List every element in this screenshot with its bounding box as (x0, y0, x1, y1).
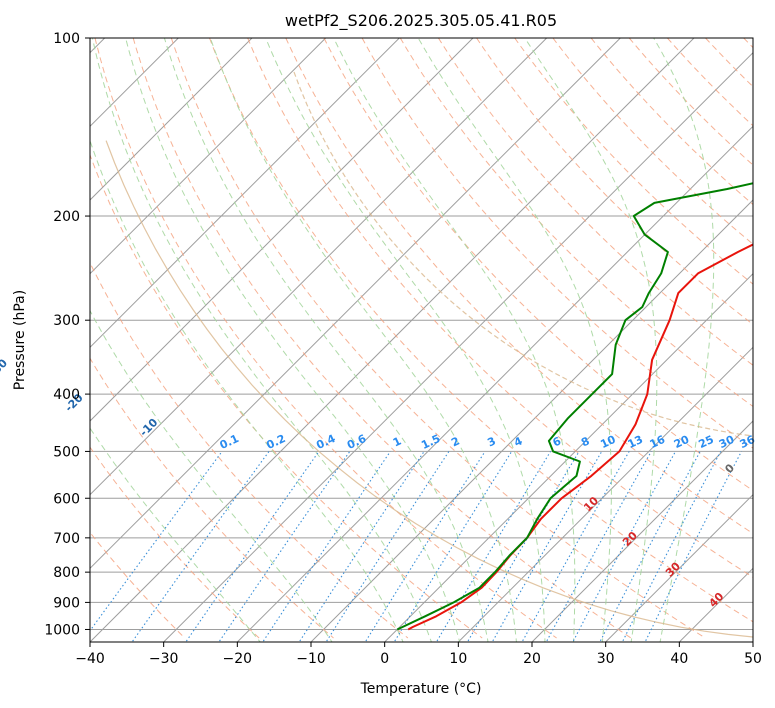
mixing-ratio-line-3 (364, 451, 486, 642)
x-tick-label: −10 (296, 651, 326, 667)
y-tick-label: 500 (53, 444, 80, 460)
mixing-ratio-label: 36 (738, 433, 758, 451)
mixing-ratio-line-1 (262, 451, 391, 642)
dry-adiabat-30 (132, 38, 632, 639)
plot-background (90, 38, 753, 642)
dry-adiabat-40 (170, 38, 706, 639)
dry-adiabat-50 (209, 38, 753, 623)
mixing-ratio-line-6 (435, 451, 552, 642)
isotherm-30 (605, 493, 753, 642)
x-tick-label: 20 (523, 651, 541, 667)
isotherm-50 (752, 641, 753, 642)
isotherm--80 (90, 38, 400, 349)
mixing-ratio-line-25 (599, 451, 701, 642)
dry-adiabat-150 (590, 38, 753, 206)
mixing-ratio-label: 13 (626, 433, 645, 451)
moist-adiabat-8 (125, 38, 461, 642)
mixing-ratio-line-30 (621, 451, 722, 642)
dry-adiabat-80 (323, 38, 753, 492)
dry-adiabat--20 (90, 446, 260, 639)
mixing-ratio-label: 10 (598, 433, 618, 451)
isotherm-20 (531, 420, 753, 642)
dry-adiabat--30 (90, 531, 186, 639)
mixing-ratio-line-0.2 (131, 451, 270, 642)
moist-adiabat-16 (209, 38, 518, 642)
dry-adiabat-0 (90, 261, 409, 639)
mixing-ratio-line-1.5 (298, 451, 425, 642)
dewpoint-profile (396, 182, 753, 631)
isotherm--70 (90, 38, 474, 422)
isotherm--30 (163, 51, 753, 642)
moist-adiabat-20 (265, 38, 546, 642)
reference-curve-1 (105, 140, 753, 638)
dry-adiabat-90 (361, 38, 753, 449)
y-tick-label: 400 (53, 387, 80, 403)
dry-adiabat-140 (552, 38, 753, 245)
mixing-ratio-line-16 (545, 451, 652, 642)
y-tick-label: 200 (53, 209, 80, 225)
isotherm--90 (90, 38, 327, 275)
x-tick-label: −20 (223, 651, 253, 667)
mixing-ratio-line-0.1 (90, 451, 223, 632)
mixing-ratio-label: 25 (696, 433, 715, 451)
x-tick-label: 10 (449, 651, 467, 667)
y-tick-label: 1000 (44, 622, 80, 638)
moist-adiabat-28 (417, 38, 612, 642)
moist-adiabat-36 (653, 38, 715, 642)
moist-adiabat-0 (90, 139, 404, 642)
mixing-ratio-line-2 (325, 451, 450, 642)
x-tick-label: 50 (744, 651, 762, 667)
isotherm--100 (90, 38, 253, 201)
x-tick-label: −40 (75, 651, 105, 667)
isotherm--50 (90, 38, 621, 570)
isotherm-0 (384, 272, 753, 642)
isotherm--20 (236, 125, 753, 642)
dry-adiabat-100 (399, 38, 753, 408)
moist-adiabat--20 (90, 427, 261, 642)
isotherm-10 (457, 346, 753, 642)
y-tick-label: 900 (53, 595, 80, 611)
y-tick-label: 600 (53, 491, 80, 507)
mixing-ratio-label: 30 (717, 433, 737, 451)
y-tick-label: 700 (53, 531, 80, 547)
mixing-ratio-line-0.4 (185, 451, 320, 642)
mixing-ratio-line-0.6 (218, 451, 351, 642)
mixing-ratio-label: 16 (648, 433, 668, 451)
moist-adiabat-4 (91, 38, 432, 642)
isotherm--60 (90, 38, 548, 496)
x-tick-label: 0 (380, 651, 389, 667)
dry-adiabat-110 (437, 38, 753, 366)
y-tick-label: 800 (53, 565, 80, 581)
isotherm--40 (90, 38, 695, 642)
moist-adiabat-32 (524, 38, 658, 642)
plot-frame (89, 37, 754, 643)
mixing-ratio-line-4 (393, 451, 513, 642)
x-tick-label: 30 (597, 651, 615, 667)
y-tick-label: 100 (53, 31, 80, 47)
dry-adiabat-60 (247, 38, 753, 578)
moist-adiabat-12 (163, 38, 489, 642)
dry-adiabat-label: -30 (0, 356, 10, 379)
y-axis-label: Pressure (hPa) (12, 290, 28, 390)
chart-title: wetPf2_S206.2025.305.05.41.R05 (285, 11, 557, 31)
x-tick-label: −30 (149, 651, 179, 667)
mixing-ratio-line-20 (572, 451, 676, 642)
x-tick-label: 40 (670, 651, 688, 667)
dry-adiabat-120 (476, 38, 753, 326)
dry-adiabat-70 (285, 38, 753, 535)
dry-adiabat-10 (90, 153, 483, 639)
x-axis-label: Temperature (°C) (360, 681, 482, 697)
temperature-profile (407, 243, 753, 631)
mixing-ratio-label: 20 (672, 433, 692, 451)
moist-adiabat-24 (333, 38, 576, 642)
y-tick-label: 300 (53, 313, 80, 329)
dry-adiabat-20 (94, 38, 557, 639)
